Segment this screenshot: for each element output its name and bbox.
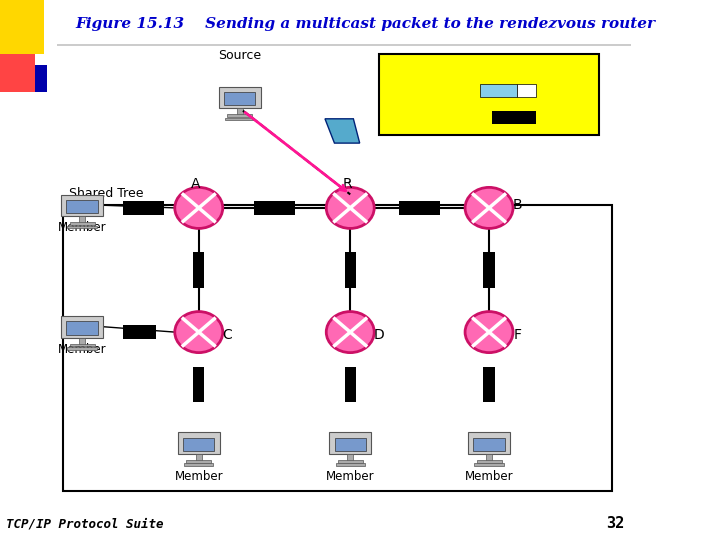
- Bar: [68, 347, 96, 350]
- Bar: [68, 226, 96, 228]
- Bar: [399, 201, 440, 214]
- Bar: [196, 454, 202, 461]
- Bar: [0, 49, 35, 92]
- Text: F: F: [513, 328, 521, 342]
- Bar: [193, 367, 204, 402]
- Bar: [330, 432, 371, 454]
- Bar: [79, 216, 85, 223]
- Bar: [483, 252, 495, 287]
- Bar: [477, 460, 502, 462]
- Text: Figure 15.13    Sending a multicast packet to the rendezvous router: Figure 15.13 Sending a multicast packet …: [76, 17, 656, 31]
- Bar: [66, 200, 98, 213]
- Bar: [178, 432, 220, 454]
- Bar: [66, 321, 98, 335]
- Bar: [345, 367, 356, 402]
- Bar: [237, 108, 243, 115]
- Text: Legend: Legend: [463, 65, 515, 78]
- Text: Multicast: Multicast: [404, 111, 457, 124]
- Bar: [193, 252, 204, 287]
- Bar: [492, 111, 536, 124]
- Circle shape: [465, 187, 513, 228]
- Text: A: A: [191, 177, 200, 191]
- Bar: [61, 194, 103, 216]
- Text: Source: Source: [218, 49, 261, 62]
- Text: Member: Member: [464, 470, 513, 483]
- Bar: [0, 0, 44, 54]
- Bar: [35, 65, 48, 92]
- Text: Member: Member: [174, 470, 223, 483]
- Bar: [254, 201, 295, 214]
- Bar: [57, 44, 631, 46]
- Bar: [480, 84, 518, 97]
- Bar: [70, 222, 94, 225]
- Bar: [345, 252, 356, 287]
- Bar: [79, 338, 85, 345]
- Bar: [474, 463, 503, 466]
- Circle shape: [175, 187, 222, 228]
- Text: R: R: [342, 177, 352, 191]
- Bar: [70, 344, 94, 347]
- Bar: [483, 367, 495, 402]
- Bar: [338, 460, 363, 462]
- Bar: [335, 437, 366, 451]
- Text: B: B: [513, 198, 522, 212]
- Bar: [184, 463, 213, 466]
- Bar: [379, 54, 600, 135]
- Bar: [224, 92, 256, 105]
- Bar: [183, 437, 215, 451]
- Bar: [486, 454, 492, 461]
- Bar: [518, 84, 536, 97]
- Bar: [474, 437, 505, 451]
- Bar: [186, 460, 211, 462]
- Text: Member: Member: [326, 470, 374, 483]
- Text: D: D: [373, 328, 384, 342]
- Polygon shape: [325, 119, 360, 143]
- Bar: [336, 463, 365, 466]
- Bar: [123, 201, 164, 214]
- Circle shape: [326, 312, 374, 353]
- Bar: [61, 316, 103, 338]
- Bar: [123, 325, 156, 339]
- Bar: [347, 454, 354, 461]
- Text: Unicast: Unicast: [404, 84, 448, 97]
- Text: 32: 32: [606, 516, 625, 531]
- Circle shape: [175, 312, 222, 353]
- Circle shape: [465, 312, 513, 353]
- Text: Member: Member: [58, 221, 107, 234]
- Text: Member: Member: [58, 343, 107, 356]
- Text: TCP/IP Protocol Suite: TCP/IP Protocol Suite: [6, 517, 164, 530]
- Text: Shared Tree: Shared Tree: [69, 187, 144, 200]
- Bar: [63, 205, 612, 491]
- Circle shape: [326, 187, 374, 228]
- Text: C: C: [222, 328, 232, 342]
- Bar: [468, 432, 510, 454]
- Bar: [225, 118, 254, 120]
- Bar: [219, 86, 261, 108]
- Bar: [228, 114, 252, 117]
